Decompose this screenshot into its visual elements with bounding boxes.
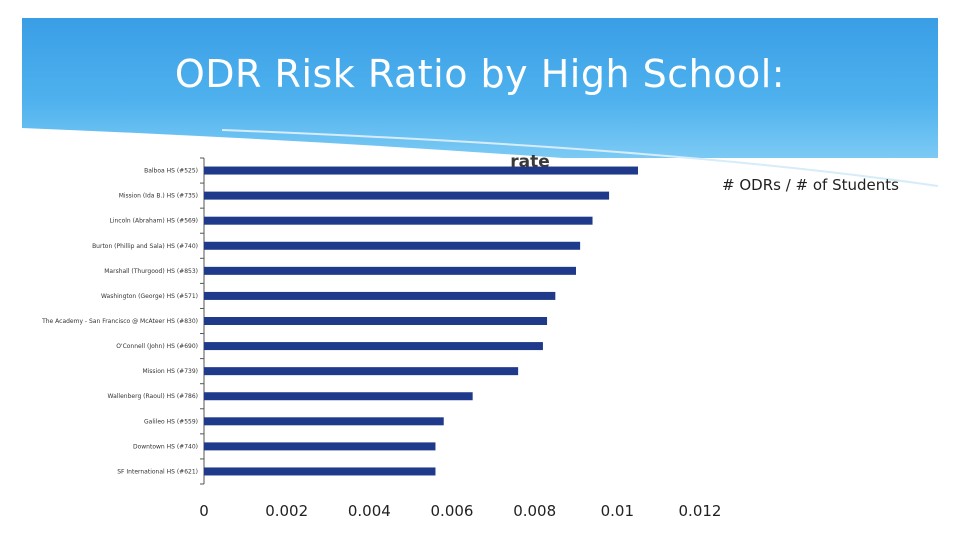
category-label: Wallenberg (Raoul) HS (#786) [108,393,198,400]
bar [204,166,638,175]
x-tick-label: 0.004 [348,502,391,520]
category-label: Washington (George) HS (#571) [101,293,198,300]
x-tick-label: 0.008 [513,502,556,520]
category-label: The Academy - San Francisco @ McAteer HS… [41,318,198,325]
bar [204,467,436,476]
x-tick-label: 0.012 [679,502,722,520]
bar [204,191,610,200]
category-label: Mission (Ida B.) HS (#735) [119,193,198,200]
bar [204,367,519,376]
bar [204,417,444,426]
x-tick-label: 0.002 [265,502,308,520]
bar [204,241,581,250]
chart-title: rate [510,152,550,172]
bar [204,392,473,401]
slide-title: ODR Risk Ratio by High School: [174,52,786,96]
x-tick-label: 0 [199,502,209,520]
bar [204,317,548,325]
category-label: Downtown HS (#740) [133,443,198,450]
category-label: Lincoln (Abraham) HS (#569) [109,218,198,225]
bar [204,216,593,225]
category-label: Mission HS (#739) [142,368,198,375]
category-label: Burton (Phillip and Sala) HS (#740) [92,243,198,250]
chart-note: # ODRs / # of Students [722,176,899,194]
category-label: Galileo HS (#559) [144,418,198,425]
bar [204,442,436,451]
bar [204,266,576,275]
category-label: Marshall (Thurgood) HS (#853) [104,268,198,275]
x-tick-label: 0.01 [601,502,634,520]
category-label: SF International HS (#621) [117,468,198,475]
category-label: Balboa HS (#525) [144,168,198,175]
bar [204,342,543,351]
category-label: O'Connell (John) HS (#690) [116,343,198,350]
x-tick-label: 0.006 [431,502,474,520]
bar [204,291,556,300]
title-banner [22,18,938,158]
